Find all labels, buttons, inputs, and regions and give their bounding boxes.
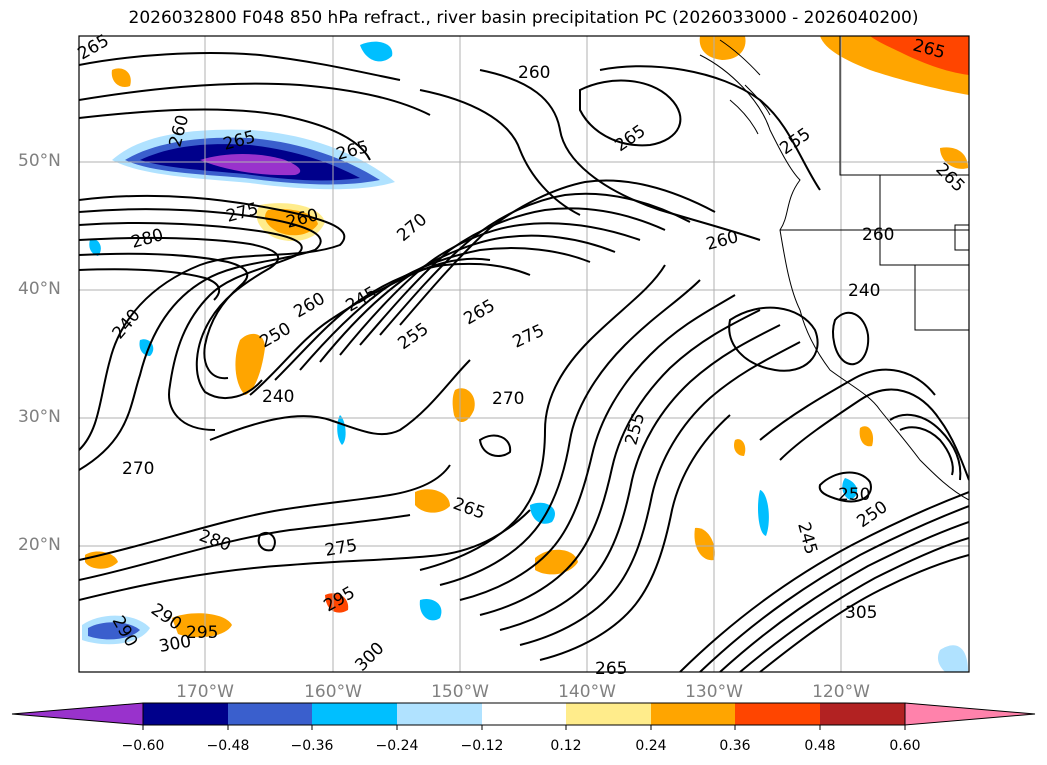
contour-label: 250 (838, 485, 870, 505)
contour-label: 265 (461, 296, 499, 330)
contour-label: 280 (129, 225, 166, 253)
colorbar-swatch (820, 703, 905, 725)
contour-label: 300 (157, 632, 192, 657)
colorbar-tick-label: −0.24 (375, 738, 419, 754)
contour-label: 245 (793, 520, 821, 557)
lon-label-120w: 120°W (812, 682, 870, 702)
colorbar-arrow-low (11, 702, 144, 726)
contour-label: 295 (186, 623, 218, 643)
contour-label: 270 (492, 389, 524, 409)
contour-label: 270 (393, 210, 431, 246)
contour-label: 260 (704, 227, 741, 255)
contour-label: 305 (845, 603, 877, 623)
colorbar-swatch (397, 703, 482, 725)
colorbar-tick-label: 0.36 (719, 738, 751, 754)
precip-fill-positive (85, 36, 969, 638)
refractivity-contours (79, 52, 969, 672)
contour-label: 265 (450, 494, 487, 524)
lon-label-130w: 130°W (685, 682, 743, 702)
lon-label-140w: 140°W (558, 682, 616, 702)
colorbar-tick-label: 0.24 (635, 738, 667, 754)
contour-label: 260 (291, 289, 329, 323)
map-title: 2026032800 F048 850 hPa refract., river … (128, 8, 919, 28)
colorbar-swatch (143, 703, 228, 725)
colorbar-tick-label: −0.12 (460, 738, 504, 754)
contour-label: 270 (122, 459, 154, 479)
lon-label-170w: 170°W (176, 682, 234, 702)
contour-label: 245 (343, 283, 381, 317)
contour-label: 265 (611, 121, 649, 156)
graticule (79, 36, 969, 672)
contour-label: 280 (196, 526, 233, 556)
colorbar-tick-label: −0.36 (290, 738, 334, 754)
colorbar-swatch (312, 703, 397, 725)
colorbar-swatch (651, 703, 735, 725)
colorbar-swatch (566, 703, 651, 725)
contour-label: 260 (862, 225, 894, 245)
contour-label: 260 (518, 63, 550, 83)
coastline (699, 36, 969, 501)
lat-label-20n: 20°N (18, 535, 61, 555)
colorbar-tick-label: 0.48 (804, 738, 836, 754)
contour-label: 275 (510, 321, 548, 353)
colorbar-swatch (228, 703, 312, 725)
map-field (79, 36, 969, 672)
contour-labels: 265 260 265 255 265 265 260 275 260 270 … (75, 31, 969, 679)
lon-label-160w: 160°W (304, 682, 362, 702)
map-frame (78, 35, 970, 673)
contour-label: 300 (351, 638, 388, 675)
colorbar-tick-label: 0.60 (889, 738, 921, 754)
lon-label-150w: 150°W (431, 682, 489, 702)
lat-label-30n: 30°N (18, 407, 61, 427)
colorbar-swatch (482, 703, 566, 725)
contour-label: 265 (595, 659, 627, 679)
lat-label-40n: 40°N (18, 279, 61, 299)
colorbar-tick-label: −0.60 (121, 738, 165, 754)
precip-fill-negative (82, 41, 968, 672)
contour-label: 240 (848, 281, 880, 301)
colorbar-swatch (735, 703, 820, 725)
colorbar-tick-label: 0.12 (550, 738, 582, 754)
contour-label: 275 (224, 199, 261, 227)
contour-label: 240 (262, 387, 294, 407)
lat-label-50n: 50°N (18, 151, 61, 171)
contour-label: 265 (334, 137, 371, 165)
contour-label: 275 (323, 536, 358, 561)
colorbar (11, 702, 1036, 730)
colorbar-tick-label: −0.48 (206, 738, 250, 754)
contour-label: 240 (109, 305, 145, 343)
colorbar-arrow-high (904, 702, 1036, 726)
